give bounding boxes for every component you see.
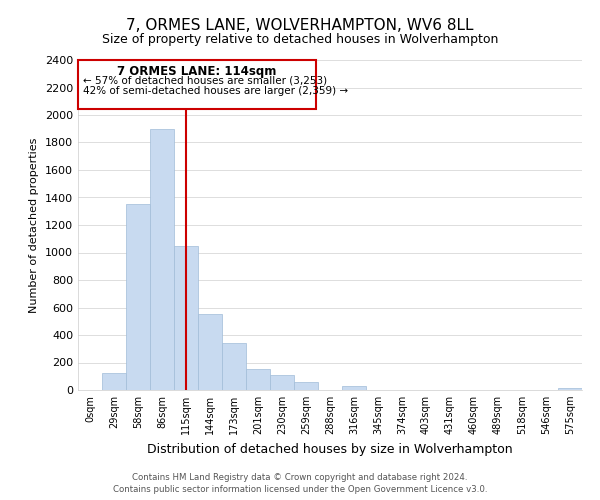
Text: Contains public sector information licensed under the Open Government Licence v3: Contains public sector information licen…: [113, 484, 487, 494]
Bar: [198, 314, 222, 390]
FancyBboxPatch shape: [78, 60, 316, 109]
Y-axis label: Number of detached properties: Number of detached properties: [29, 138, 40, 312]
Text: 7 ORMES LANE: 114sqm: 7 ORMES LANE: 114sqm: [117, 66, 277, 78]
Bar: [150, 128, 174, 390]
Bar: [558, 388, 582, 390]
X-axis label: Distribution of detached houses by size in Wolverhampton: Distribution of detached houses by size …: [147, 442, 513, 456]
Bar: [246, 368, 270, 390]
Bar: [174, 246, 198, 390]
Text: 42% of semi-detached houses are larger (2,359) →: 42% of semi-detached houses are larger (…: [83, 86, 348, 96]
Text: 7, ORMES LANE, WOLVERHAMPTON, WV6 8LL: 7, ORMES LANE, WOLVERHAMPTON, WV6 8LL: [126, 18, 474, 32]
Text: ← 57% of detached houses are smaller (3,253): ← 57% of detached houses are smaller (3,…: [83, 75, 327, 85]
Text: Contains HM Land Registry data © Crown copyright and database right 2024.: Contains HM Land Registry data © Crown c…: [132, 473, 468, 482]
Bar: [342, 386, 366, 390]
Bar: [126, 204, 150, 390]
Bar: [222, 343, 246, 390]
Bar: [294, 382, 318, 390]
Bar: [270, 375, 294, 390]
Text: Size of property relative to detached houses in Wolverhampton: Size of property relative to detached ho…: [102, 32, 498, 46]
Bar: [102, 373, 126, 390]
